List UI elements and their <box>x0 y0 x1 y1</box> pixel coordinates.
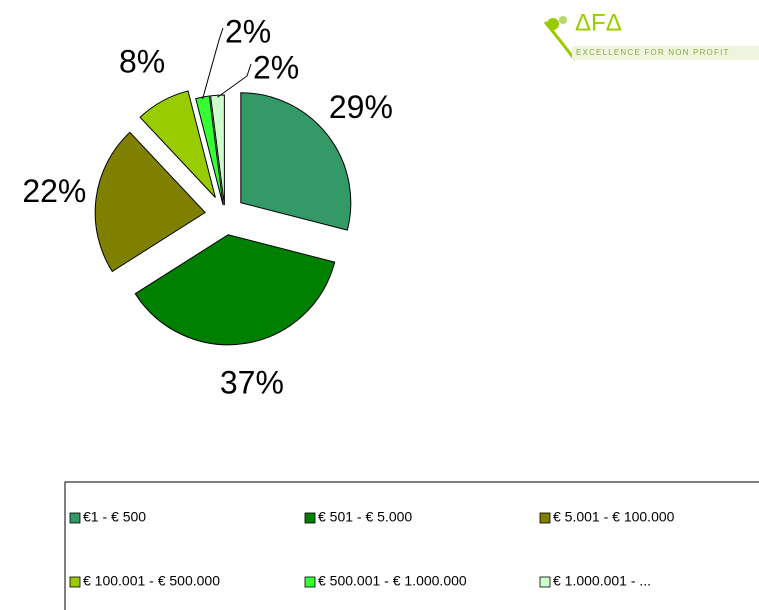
legend-swatch <box>304 576 316 588</box>
leader-line <box>202 27 224 100</box>
data-label: 8% <box>119 44 165 80</box>
data-label: 29% <box>329 89 393 125</box>
legend-swatch <box>539 576 551 588</box>
legend-swatch <box>304 512 316 524</box>
legend-label: € 1.000.001 - ... <box>553 573 651 589</box>
data-label: 22% <box>22 173 86 209</box>
pie-slice <box>134 234 336 346</box>
legend-label: € 500.001 - € 1.000.000 <box>318 573 467 589</box>
logo: ΔFΔ EXCELLENCE FOR NON PROFIT <box>543 9 759 61</box>
data-label: 2% <box>253 49 299 85</box>
pie-slice <box>94 131 206 273</box>
pie-slice <box>139 90 216 198</box>
logo-icon <box>559 16 567 24</box>
legend-swatch <box>539 512 551 524</box>
logo-swoosh <box>543 21 577 61</box>
logo-tagline: EXCELLENCE FOR NON PROFIT <box>576 48 730 57</box>
legend-swatch <box>69 576 81 588</box>
logo-name: ΔFΔ <box>575 9 622 36</box>
legend-label: € 501 - € 5.000 <box>318 509 412 525</box>
data-label: 37% <box>220 364 284 400</box>
legend-label: € 5.001 - € 100.000 <box>553 509 675 525</box>
pie-slice <box>210 94 225 206</box>
leader-line <box>217 63 252 98</box>
pie-slice <box>195 95 224 206</box>
data-label: 2% <box>225 13 271 49</box>
legend-swatch <box>69 512 81 524</box>
legend-box <box>64 481 759 610</box>
pie-slice <box>240 92 352 231</box>
legend-label: €1 - € 500 <box>83 509 146 525</box>
logo-band <box>572 46 759 60</box>
legend-label: € 100.001 - € 500.000 <box>83 573 220 589</box>
